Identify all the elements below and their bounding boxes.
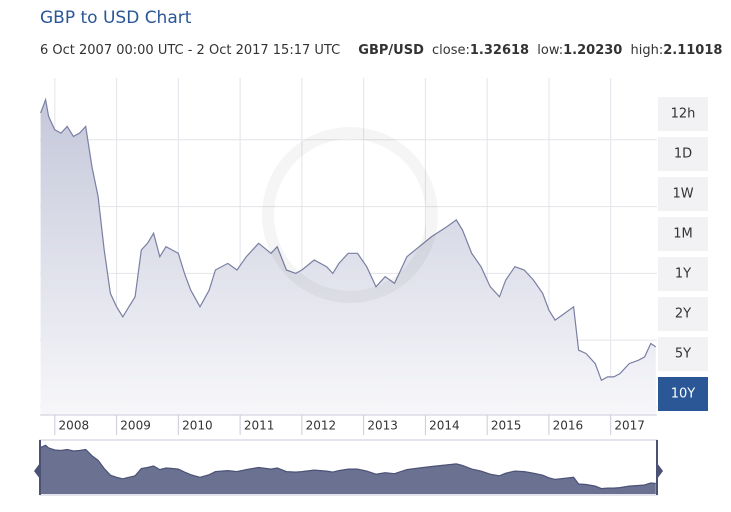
navigator-handle bbox=[34, 463, 40, 479]
subtitle: 6 Oct 2007 00:00 UTC - 2 Oct 2017 15:17 … bbox=[40, 43, 722, 58]
pair: GBP/USD bbox=[358, 43, 424, 58]
series-line bbox=[40, 97, 657, 382]
range-button-label[interactable]: 1W bbox=[672, 187, 693, 202]
range-button[interactable] bbox=[658, 217, 708, 251]
range-button-label[interactable]: 2Y bbox=[675, 307, 691, 322]
x-tick-label: 2008 bbox=[59, 419, 90, 433]
x-tick-label: 2017 bbox=[614, 419, 645, 433]
high-label: high: bbox=[630, 43, 663, 58]
low-value: 1.20230 bbox=[563, 43, 622, 58]
range-button-label[interactable]: 5Y bbox=[675, 347, 691, 362]
range-button-label[interactable]: 10Y bbox=[671, 387, 696, 402]
low-label: low: bbox=[537, 43, 563, 58]
range-button[interactable] bbox=[658, 177, 708, 211]
x-tick-label: 2013 bbox=[367, 419, 398, 433]
x-axis: 2008 2009 2010 2011 2012 2013 2014 2015 2016 2017 bbox=[54, 415, 645, 435]
date-range: 6 Oct 2007 00:00 UTC - 2 Oct 2017 15:17 … bbox=[40, 43, 340, 58]
x-tick-label: 2010 bbox=[182, 419, 213, 433]
high-value: 2.11018 bbox=[663, 43, 722, 58]
range-button[interactable] bbox=[658, 137, 708, 171]
range-buttons: 12h 1D 1W 1M 1Y 2Y 5Y 10Y bbox=[658, 97, 708, 411]
x-tick-label: 2014 bbox=[429, 419, 460, 433]
x-axis-band bbox=[40, 415, 657, 437]
navigator bbox=[34, 439, 663, 496]
range-button-label[interactable]: 12h bbox=[671, 107, 696, 122]
range-button-label[interactable]: 1D bbox=[674, 147, 692, 162]
range-button[interactable] bbox=[658, 337, 708, 371]
range-button-label[interactable]: 1M bbox=[673, 227, 693, 242]
x-tick-label: 2012 bbox=[306, 419, 337, 433]
x-tick-label: 2009 bbox=[120, 419, 151, 433]
series-area bbox=[40, 99, 656, 415]
close-value: 1.32618 bbox=[470, 43, 529, 58]
range-button[interactable] bbox=[658, 297, 708, 331]
x-tick-label: 2015 bbox=[491, 419, 522, 433]
chart-title: GBP to USD Chart bbox=[40, 8, 192, 28]
range-button[interactable] bbox=[658, 97, 708, 131]
range-button[interactable] bbox=[658, 257, 708, 291]
plot: 1.151.351.551.751.95 bbox=[40, 97, 657, 415]
range-button-label[interactable]: 1Y bbox=[675, 267, 691, 282]
navigator-line bbox=[40, 444, 656, 490]
x-tick-label: 2011 bbox=[244, 419, 275, 433]
x-tick-label: 2016 bbox=[553, 419, 584, 433]
close-label: close: bbox=[432, 43, 470, 58]
range-button[interactable] bbox=[658, 377, 708, 411]
watermark bbox=[262, 127, 438, 303]
navigator-handle bbox=[657, 463, 663, 479]
